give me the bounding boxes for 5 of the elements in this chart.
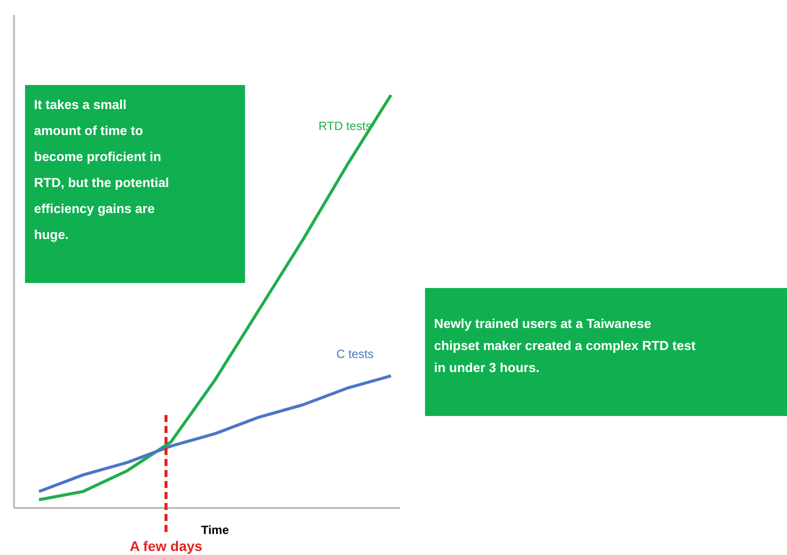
x-axis-title: Time xyxy=(201,523,230,537)
text: Newly trained users at a Taiwanese chipset maker created a complex RTD test in under 3 hours. xyxy=(434,316,696,375)
series-label: C tests xyxy=(336,347,374,361)
text: A few days xyxy=(130,538,203,554)
annotation: It takes a small amount of time to become proficient in RTD, but the potential efficiency gains are huge. xyxy=(34,97,170,242)
